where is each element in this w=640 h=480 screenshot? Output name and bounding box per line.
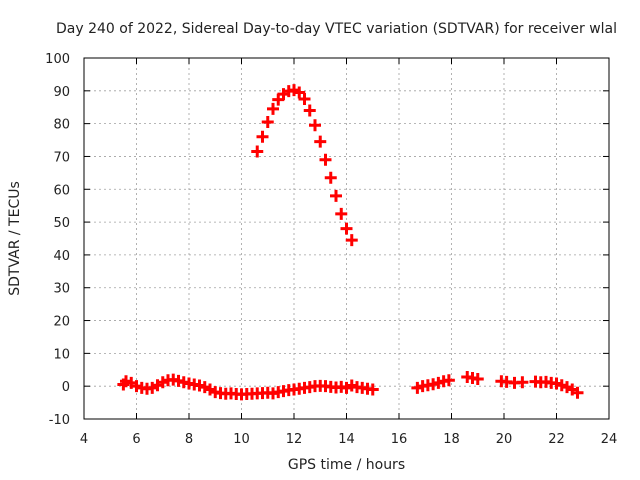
data-point xyxy=(516,376,529,389)
data-point xyxy=(345,234,358,247)
data-point xyxy=(571,386,584,399)
y-tick-label: 50 xyxy=(53,216,70,231)
plot-frame xyxy=(83,57,610,420)
x-tick-label: 24 xyxy=(601,432,618,447)
data-point xyxy=(324,171,337,184)
data-point xyxy=(335,207,348,220)
data-point xyxy=(340,222,353,235)
x-tick-label: 8 xyxy=(185,432,193,447)
tick-layer: 4 6 8 10 12 14 16 18 20 22 24 -10 0 10 20 30 40 50 60 70 80 9… xyxy=(45,52,617,447)
y-tick-label: 0 xyxy=(62,380,70,395)
y-tick-label: 70 xyxy=(53,150,70,165)
y-tick-label: 60 xyxy=(53,183,70,198)
x-tick-label: 22 xyxy=(548,432,565,447)
data-point xyxy=(314,135,327,148)
x-tick-label: 10 xyxy=(233,432,250,447)
x-tick-label: 6 xyxy=(132,432,140,447)
data-point xyxy=(366,383,379,396)
y-tick-label: 20 xyxy=(53,315,70,330)
data-point xyxy=(272,93,285,106)
data-point xyxy=(261,115,274,128)
y-tick-label: 100 xyxy=(45,52,70,67)
x-tick-label: 20 xyxy=(496,432,513,447)
y-tick-label: -10 xyxy=(49,413,70,428)
y-tick-label: 40 xyxy=(53,249,70,264)
data-point xyxy=(309,119,321,132)
x-tick-label: 16 xyxy=(391,432,408,447)
data-point xyxy=(298,93,311,106)
data-point xyxy=(442,374,455,387)
x-tick-label: 14 xyxy=(338,432,355,447)
grid-layer xyxy=(84,58,609,419)
data-point xyxy=(293,86,306,99)
chart-title: Day 240 of 2022, Sidereal Day-to-day VTE… xyxy=(56,21,617,37)
data-point xyxy=(330,189,342,202)
y-axis-label: SDTVAR / TECUs xyxy=(7,181,23,296)
data-point xyxy=(256,130,269,143)
x-axis-label: GPS time / hours xyxy=(288,457,405,473)
data-point xyxy=(319,153,332,166)
y-tick-label: 10 xyxy=(53,347,70,362)
data-point xyxy=(471,372,484,385)
x-tick-label: 12 xyxy=(286,432,303,447)
y-tick-label: 80 xyxy=(53,118,70,133)
data-point xyxy=(303,104,316,117)
data-point xyxy=(267,102,279,115)
x-tick-label: 18 xyxy=(443,432,460,447)
data-point xyxy=(251,145,264,158)
y-tick-label: 90 xyxy=(53,85,70,100)
y-tick-label: 30 xyxy=(53,282,70,297)
data-points xyxy=(117,84,584,401)
x-tick-label: 4 xyxy=(80,432,88,447)
